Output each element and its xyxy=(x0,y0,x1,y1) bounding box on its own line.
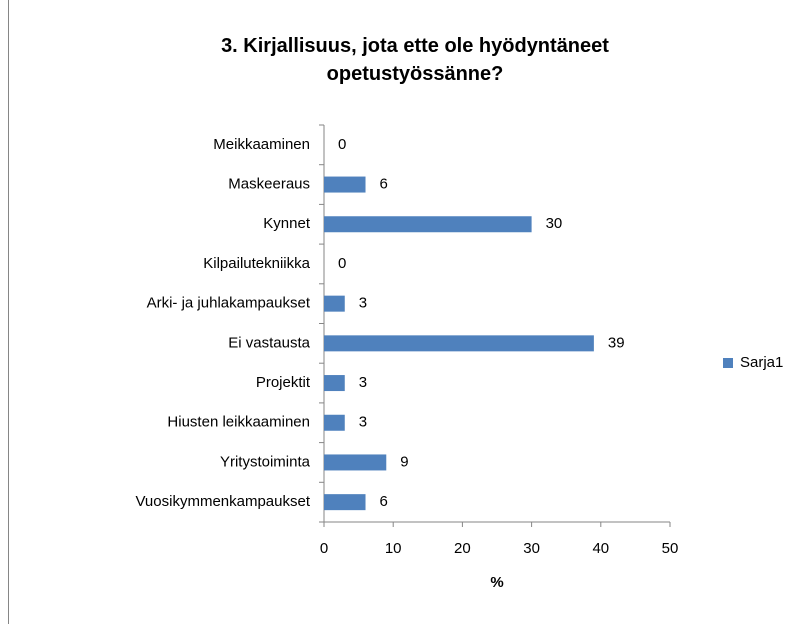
chart-border xyxy=(8,0,806,624)
x-tick-label: 30 xyxy=(523,540,540,557)
y-tick-label: Maskeeraus xyxy=(228,176,310,193)
data-label: 6 xyxy=(380,493,388,510)
data-label: 9 xyxy=(400,453,408,470)
y-tick-label: Kilpailutekniikka xyxy=(203,255,310,272)
x-tick-label: 10 xyxy=(385,540,402,557)
bar xyxy=(324,216,532,233)
bar xyxy=(324,414,345,431)
bar xyxy=(324,375,345,392)
data-label: 3 xyxy=(359,374,367,391)
x-tick-label: 0 xyxy=(320,540,328,557)
legend-swatch xyxy=(723,358,733,368)
y-tick-label: Meikkaaminen xyxy=(213,136,310,153)
bar xyxy=(324,494,366,511)
data-label: 0 xyxy=(338,255,346,272)
data-label: 0 xyxy=(338,136,346,153)
y-tick-label: Vuosikymmenkampaukset xyxy=(135,493,310,510)
y-tick-label: Yritystoiminta xyxy=(220,453,311,470)
data-label: 6 xyxy=(380,176,388,193)
chart-title: 3. Kirjallisuus, jota ette ole hyödyntän… xyxy=(221,35,609,85)
data-label: 30 xyxy=(546,215,563,232)
y-tick-label: Arki- ja juhlakampaukset xyxy=(147,295,311,312)
y-tick-label: Projektit xyxy=(256,374,311,391)
y-tick-label: Ei vastausta xyxy=(228,334,310,351)
x-tick-label: 50 xyxy=(662,540,679,557)
data-label: 3 xyxy=(359,414,367,431)
x-tick-label: 20 xyxy=(454,540,471,557)
data-label: 39 xyxy=(608,334,625,351)
y-tick-label: Hiusten leikkaaminen xyxy=(167,414,310,431)
bar xyxy=(324,295,345,312)
y-tick-label: Kynnet xyxy=(263,215,311,232)
x-axis-label: % xyxy=(490,574,503,591)
x-tick-label: 40 xyxy=(592,540,609,557)
bar xyxy=(324,454,387,471)
bar xyxy=(324,335,594,352)
data-label: 3 xyxy=(359,295,367,312)
bar xyxy=(324,176,366,193)
legend-label: Sarja1 xyxy=(740,354,783,371)
